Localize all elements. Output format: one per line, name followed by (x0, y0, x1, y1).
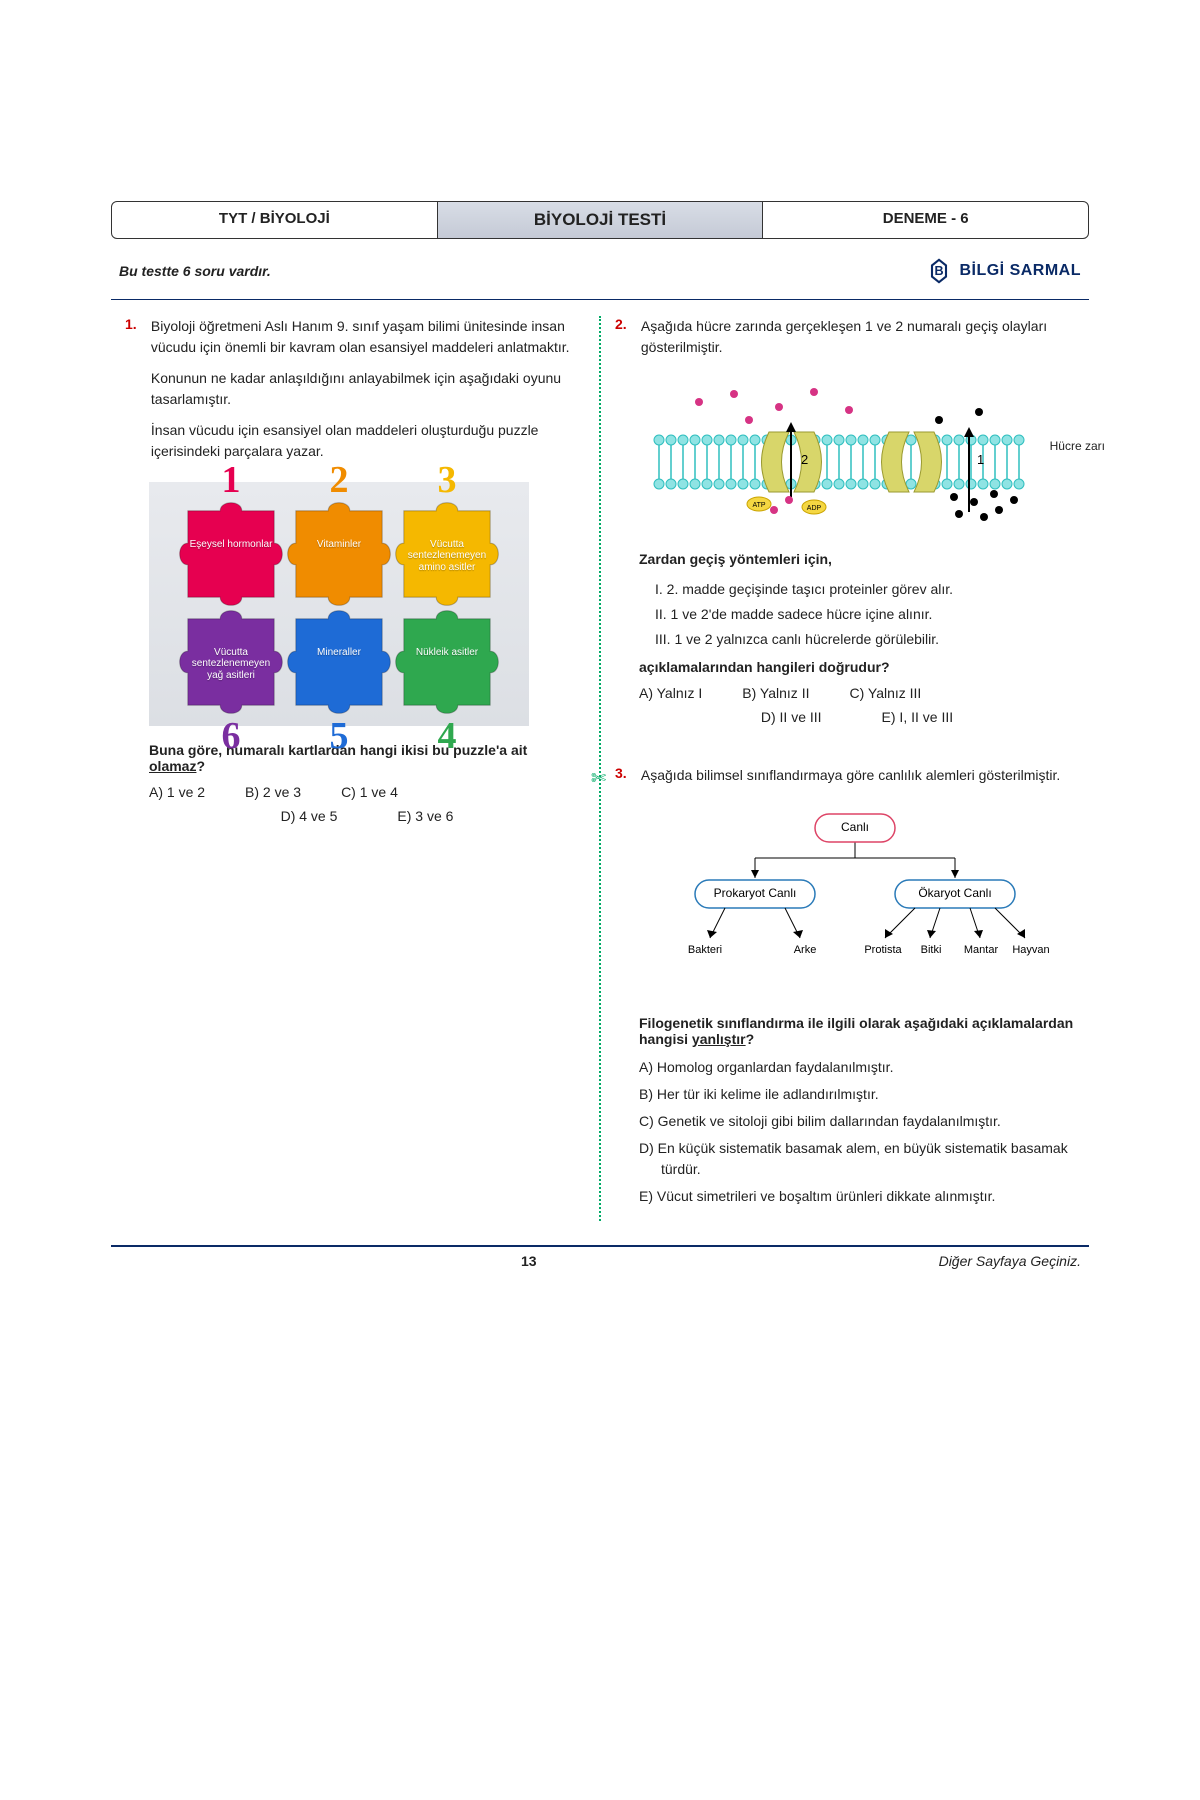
leaf-bitki: Bitki (921, 944, 942, 956)
q1-options-r2: D) 4 ve 5 E) 3 ve 6 (149, 808, 585, 824)
q2-romans: I. 2. madde geçişinde taşıcı proteinler … (655, 577, 1075, 653)
q3-opt-d: D) En küçük sistematik basamak alem, en … (639, 1138, 1075, 1180)
svg-text:ATP: ATP (752, 502, 765, 509)
q3-p1: Aşağıda bilimsel sınıflandırmaya göre ca… (641, 765, 1075, 786)
question-3: 3. Aşağıda bilimsel sınıflandırmaya göre… (615, 765, 1075, 1207)
q2-ask: açıklamalarından hangileri doğrudur? (639, 659, 1075, 675)
membrane-side-label: Hücre zarı (1050, 440, 1105, 453)
q2-roman-2: II. 1 ve 2'de madde sadece hücre içine a… (655, 602, 1075, 627)
puzzle-piece-3: Vücutta sentezlenemeyen amino asitler3 (393, 500, 501, 608)
tree-mid-1: Ökaryot Canlı (918, 886, 991, 900)
footer: 13 Diğer Sayfaya Geçiniz. (111, 1245, 1089, 1269)
puzzle-piece-4: Vücutta sentezlenemeyen yağ asitleri6 (177, 608, 285, 716)
tree-svg: Canlı Prokaryot Canlı Ökaryot Canlı Bakt… (655, 808, 1055, 998)
svg-text:1: 1 (977, 452, 984, 467)
leaf-arke: Arke (794, 944, 817, 956)
tree-mid-0: Prokaryot Canlı (714, 886, 797, 900)
right-column: 2. Aşağıda hücre zarında gerçekleşen 1 v… (601, 316, 1089, 1221)
puzzle-piece-5: Mineraller5 (285, 608, 393, 716)
membrane-svg: 2 1 ATP ADP (639, 382, 1059, 532)
subheader: Bu testte 6 soru vardır. B BİLGİ SARMAL (111, 239, 1089, 300)
q1-number: 1. (125, 316, 147, 332)
q3-opt-b: B) Her tür iki kelime ile adlandırılmışt… (639, 1084, 1075, 1105)
header-center: BİYOLOJİ TESTİ (437, 202, 764, 238)
q3-body: Aşağıda bilimsel sınıflandırmaya göre ca… (641, 765, 1075, 796)
question-1: 1. Biyoloji öğretmeni Aslı Hanım 9. sını… (125, 316, 585, 824)
q1-opt-b: B) 2 ve 3 (245, 784, 301, 800)
q2-opt-e: E) I, II ve III (882, 709, 954, 725)
header-right: DENEME - 6 (763, 202, 1088, 238)
q1-ask-tail: ? (196, 758, 205, 774)
q1-opt-d: D) 4 ve 5 (281, 808, 338, 824)
q2-roman-1: I. 2. madde geçişinde taşıcı proteinler … (655, 577, 1075, 602)
leaf-hayvan: Hayvan (1012, 944, 1049, 956)
classification-tree: Canlı Prokaryot Canlı Ökaryot Canlı Bakt… (655, 808, 1075, 1001)
q2-body: Aşağıda hücre zarında gerçekleşen 1 ve 2… (641, 316, 1075, 368)
q2-opt-a: A) Yalnız I (639, 685, 702, 701)
q2-opt-c: C) Yalnız III (849, 685, 921, 701)
content-columns: 1. Biyoloji öğretmeni Aslı Hanım 9. sını… (111, 316, 1089, 1221)
q2-p1: Aşağıda hücre zarında gerçekleşen 1 ve 2… (641, 316, 1075, 358)
header: TYT / BİYOLOJİ BİYOLOJİ TESTİ DENEME - 6 (111, 201, 1089, 239)
q1-p3: İnsan vücudu için esansiyel olan maddele… (151, 420, 585, 462)
puzzle-grid: Eşeysel hormonlar1Vitaminler2Vücutta sen… (177, 500, 501, 716)
q1-ask-under: olamaz (149, 758, 196, 774)
membrane-diagram: 2 1 ATP ADP (639, 382, 1075, 535)
logo-icon: B (925, 257, 953, 285)
q2-options-r1: A) Yalnız I B) Yalnız II C) Yalnız III (639, 685, 1075, 701)
puzzle-piece-1: Eşeysel hormonlar1 (177, 500, 285, 608)
puzzle-piece-6: Nükleik asitler4 (393, 608, 501, 716)
page-number: 13 (521, 1253, 537, 1269)
q1-options-r1: A) 1 ve 2 B) 2 ve 3 C) 1 ve 4 (149, 784, 585, 800)
q3-ask-tail: ? (746, 1031, 755, 1047)
q2-opt-d: D) II ve III (761, 709, 822, 725)
leaf-protista: Protista (864, 944, 902, 956)
column-divider: ✄ (599, 316, 601, 1221)
q2-number: 2. (615, 316, 637, 332)
q1-p2: Konunun ne kadar anlaşıldığını anlayabil… (151, 368, 585, 410)
question-2: 2. Aşağıda hücre zarında gerçekleşen 1 v… (615, 316, 1075, 725)
q2-roman-3: III. 1 ve 2 yalnızca canlı hücrelerde gö… (655, 627, 1075, 652)
q1-p1: Biyoloji öğretmeni Aslı Hanım 9. sınıf y… (151, 316, 585, 358)
svg-text:2: 2 (801, 452, 808, 467)
q1-opt-e: E) 3 ve 6 (397, 808, 453, 824)
leaf-bakteri: Bakteri (688, 944, 722, 956)
tree-root: Canlı (841, 820, 869, 834)
q1-opt-c: C) 1 ve 4 (341, 784, 398, 800)
q3-opt-e: E) Vücut simetrileri ve boşaltım ürünler… (639, 1186, 1075, 1207)
puzzle-diagram: Eşeysel hormonlar1Vitaminler2Vücutta sen… (149, 482, 529, 726)
page: TYT / BİYOLOJİ BİYOLOJİ TESTİ DENEME - 6… (110, 200, 1090, 1270)
brand-text: BİLGİ SARMAL (959, 262, 1081, 280)
q2-opt-b: B) Yalnız II (742, 685, 809, 701)
q3-ask: Filogenetik sınıflandırma ile ilgili ola… (639, 1015, 1075, 1047)
q3-options: A) Homolog organlardan faydalanılmıştır.… (615, 1057, 1075, 1207)
q1-opt-a: A) 1 ve 2 (149, 784, 205, 800)
q3-ask-under: yanlıştır (692, 1031, 746, 1047)
left-column: 1. Biyoloji öğretmeni Aslı Hanım 9. sını… (111, 316, 599, 1221)
brand-logo: B BİLGİ SARMAL (925, 257, 1081, 285)
scissor-icon: ✄ (591, 768, 606, 789)
q3-opt-c: C) Genetik ve sitoloji gibi bilim dallar… (639, 1111, 1075, 1132)
svg-text:B: B (935, 264, 944, 278)
instruction-text: Bu testte 6 soru vardır. (119, 263, 271, 279)
header-left: TYT / BİYOLOJİ (112, 202, 437, 238)
q3-number: 3. (615, 765, 637, 781)
footer-note: Diğer Sayfaya Geçiniz. (939, 1253, 1081, 1269)
svg-text:ADP: ADP (807, 505, 822, 512)
puzzle-piece-2: Vitaminler2 (285, 500, 393, 608)
q2-options-r2: D) II ve III E) I, II ve III (639, 709, 1075, 725)
q3-opt-a: A) Homolog organlardan faydalanılmıştır. (639, 1057, 1075, 1078)
leaf-mantar: Mantar (964, 944, 999, 956)
q1-body: Biyoloji öğretmeni Aslı Hanım 9. sınıf y… (151, 316, 585, 472)
q2-heading: Zardan geçiş yöntemleri için, (639, 551, 1075, 567)
